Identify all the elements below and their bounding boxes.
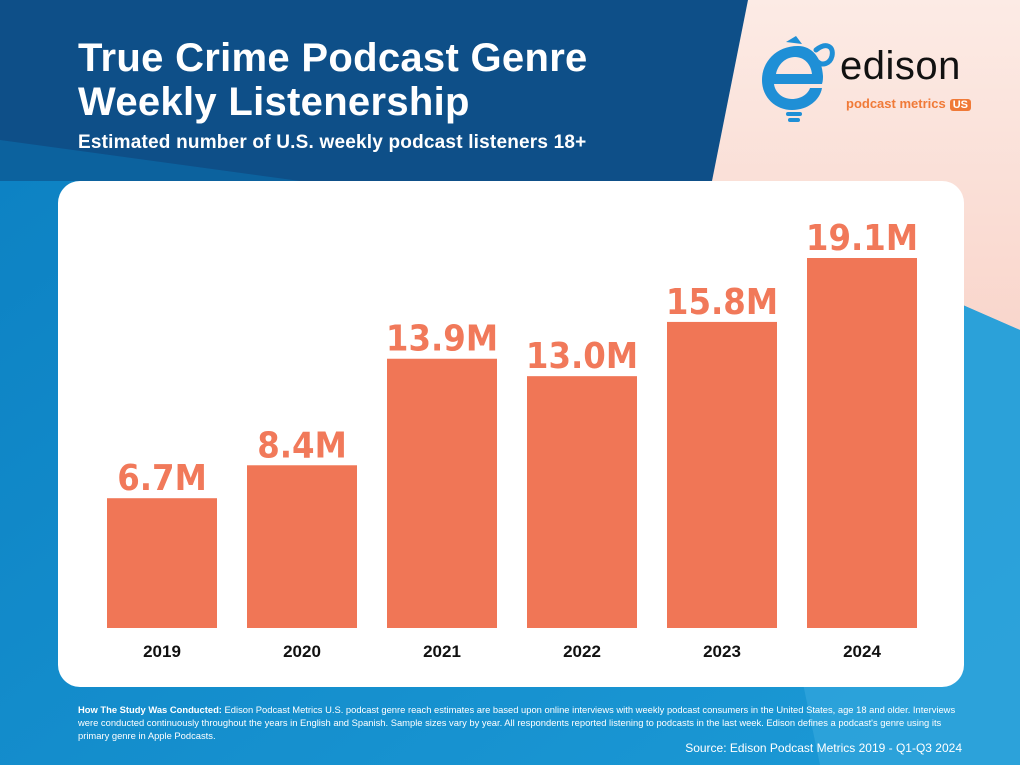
logo-subtitle: podcast metrics US bbox=[846, 96, 971, 111]
chart-subtitle: Estimated number of U.S. weekly podcast … bbox=[78, 132, 587, 153]
data-label-2022: 13.0M bbox=[526, 336, 638, 377]
x-tick-2021: 2021 bbox=[423, 642, 461, 661]
data-label-2020: 8.4M bbox=[257, 425, 347, 466]
bar-chart: 6.7M 2019 8.4M 2020 13.9M 2021 13.0M 2022 15.8M 2… bbox=[107, 218, 918, 661]
bar-2020 bbox=[247, 465, 357, 628]
source-note: Source: Edison Podcast Metrics 2019 - Q1… bbox=[685, 741, 962, 755]
edison-logo: edison podcast metrics US bbox=[756, 36, 996, 126]
x-tick-2020: 2020 bbox=[283, 642, 321, 661]
bar-2024 bbox=[807, 258, 917, 628]
data-label-2024: 19.1M bbox=[806, 218, 918, 259]
title-line-2: Weekly Listenership bbox=[78, 80, 470, 124]
logo-wordmark: edison bbox=[840, 44, 961, 88]
x-tick-2024: 2024 bbox=[843, 642, 881, 661]
logo-sub-text: podcast metrics bbox=[846, 96, 946, 111]
chart-title: True Crime Podcast Genre Weekly Listener… bbox=[78, 36, 588, 124]
header: True Crime Podcast Genre Weekly Listener… bbox=[78, 36, 588, 154]
data-label-2021: 13.9M bbox=[386, 319, 498, 360]
x-tick-2022: 2022 bbox=[563, 642, 601, 661]
data-label-2019: 6.7M bbox=[117, 458, 207, 499]
methodology-text: Edison Podcast Metrics U.S. podcast genr… bbox=[78, 704, 956, 741]
x-tick-2023: 2023 bbox=[703, 642, 741, 661]
x-tick-2019: 2019 bbox=[143, 642, 181, 661]
data-label-2023: 15.8M bbox=[666, 282, 778, 323]
bar-2021 bbox=[387, 358, 497, 628]
bar-2019 bbox=[107, 498, 217, 628]
chart-card: 6.7M 2019 8.4M 2020 13.9M 2021 13.0M 2022 15.8M 2… bbox=[58, 181, 964, 687]
logo-badge: US bbox=[949, 99, 971, 111]
title-line-1: True Crime Podcast Genre bbox=[78, 36, 588, 80]
methodology-note: How The Study Was Conducted: Edison Podc… bbox=[78, 703, 968, 742]
header-panel bbox=[0, 0, 748, 181]
bar-2023 bbox=[667, 321, 777, 628]
edison-bulb-icon bbox=[762, 36, 835, 122]
methodology-heading: How The Study Was Conducted: bbox=[78, 704, 222, 715]
bar-2022 bbox=[527, 376, 637, 628]
